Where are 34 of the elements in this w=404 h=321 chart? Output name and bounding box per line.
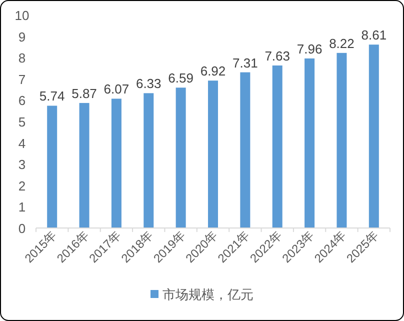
bar — [176, 88, 186, 228]
legend-label: 市场规模，亿元 — [162, 287, 254, 302]
y-tick-label: 2 — [18, 178, 26, 194]
data-label: 6.59 — [168, 70, 194, 86]
y-tick-label: 0 — [18, 221, 26, 236]
y-tick-label: 6 — [18, 93, 26, 108]
y-tick-label: 1 — [18, 200, 26, 215]
data-label: 7.63 — [264, 48, 290, 64]
bar — [144, 93, 154, 228]
bar — [336, 52, 347, 228]
bar — [272, 65, 282, 228]
bar — [79, 102, 90, 228]
y-tick-label: 8 — [18, 50, 26, 66]
y-tick-label: 9 — [18, 29, 26, 44]
y-tick-label: 5 — [18, 114, 26, 130]
data-label: 7.96 — [296, 41, 322, 56]
bar — [368, 44, 379, 228]
bar — [304, 58, 315, 228]
bar — [240, 72, 250, 228]
data-label: 6.07 — [104, 82, 130, 97]
data-label: 7.31 — [232, 55, 258, 70]
y-tick-label: 3 — [18, 157, 26, 172]
y-tick-label: 4 — [18, 136, 26, 151]
data-label: 8.61 — [361, 28, 387, 43]
y-tick-label: 10 — [14, 8, 30, 23]
data-label: 5.74 — [39, 88, 65, 104]
bar — [111, 98, 122, 228]
bar — [208, 80, 218, 228]
data-label: 5.87 — [72, 86, 97, 101]
data-label: 6.33 — [136, 76, 162, 92]
data-label: 6.92 — [200, 64, 226, 79]
y-tick-label: 7 — [18, 72, 26, 87]
data-label: 8.22 — [329, 36, 354, 51]
bar — [47, 106, 58, 228]
